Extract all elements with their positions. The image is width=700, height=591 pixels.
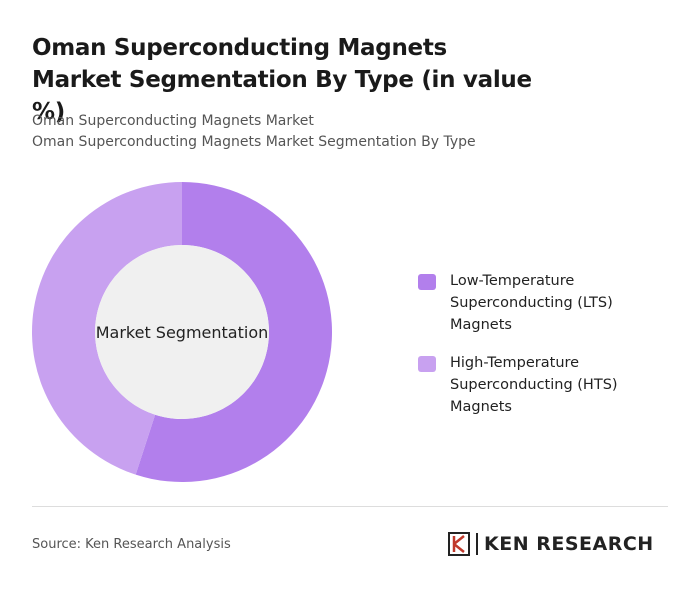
source: Source: Ken Research Analysis <box>32 537 231 552</box>
legend-swatch <box>418 356 436 372</box>
divider <box>32 506 668 507</box>
chart: Market Segmentation <box>31 182 332 482</box>
legend-label: High-Temperature Superconducting (HTS) M… <box>450 355 618 415</box>
legend-swatch <box>418 274 436 290</box>
legend-item: High-Temperature Superconducting (HTS) M… <box>418 352 678 418</box>
center-label: Market Segmentation <box>96 323 269 342</box>
legend-item: Low-Temperature Superconducting (LTS) Ma… <box>418 270 678 336</box>
subtitle: Oman Superconducting Magnets Market Segm… <box>32 134 476 150</box>
chart-title: Oman Superconducting Magnets Market Segm… <box>32 35 532 125</box>
logo-text: KEN RESEARCH <box>484 533 654 555</box>
logo-icon <box>448 532 470 556</box>
subtitle: Oman Superconducting Magnets Market <box>32 113 314 129</box>
legend: Low-Temperature Superconducting (LTS) Ma… <box>418 270 678 434</box>
legend-label: Low-Temperature Superconducting (LTS) Ma… <box>450 273 613 333</box>
donut-hole <box>95 245 269 419</box>
donut-slice <box>135 182 332 482</box>
donut-slice <box>31 182 183 475</box>
logo: KEN RESEARCH <box>448 532 654 556</box>
